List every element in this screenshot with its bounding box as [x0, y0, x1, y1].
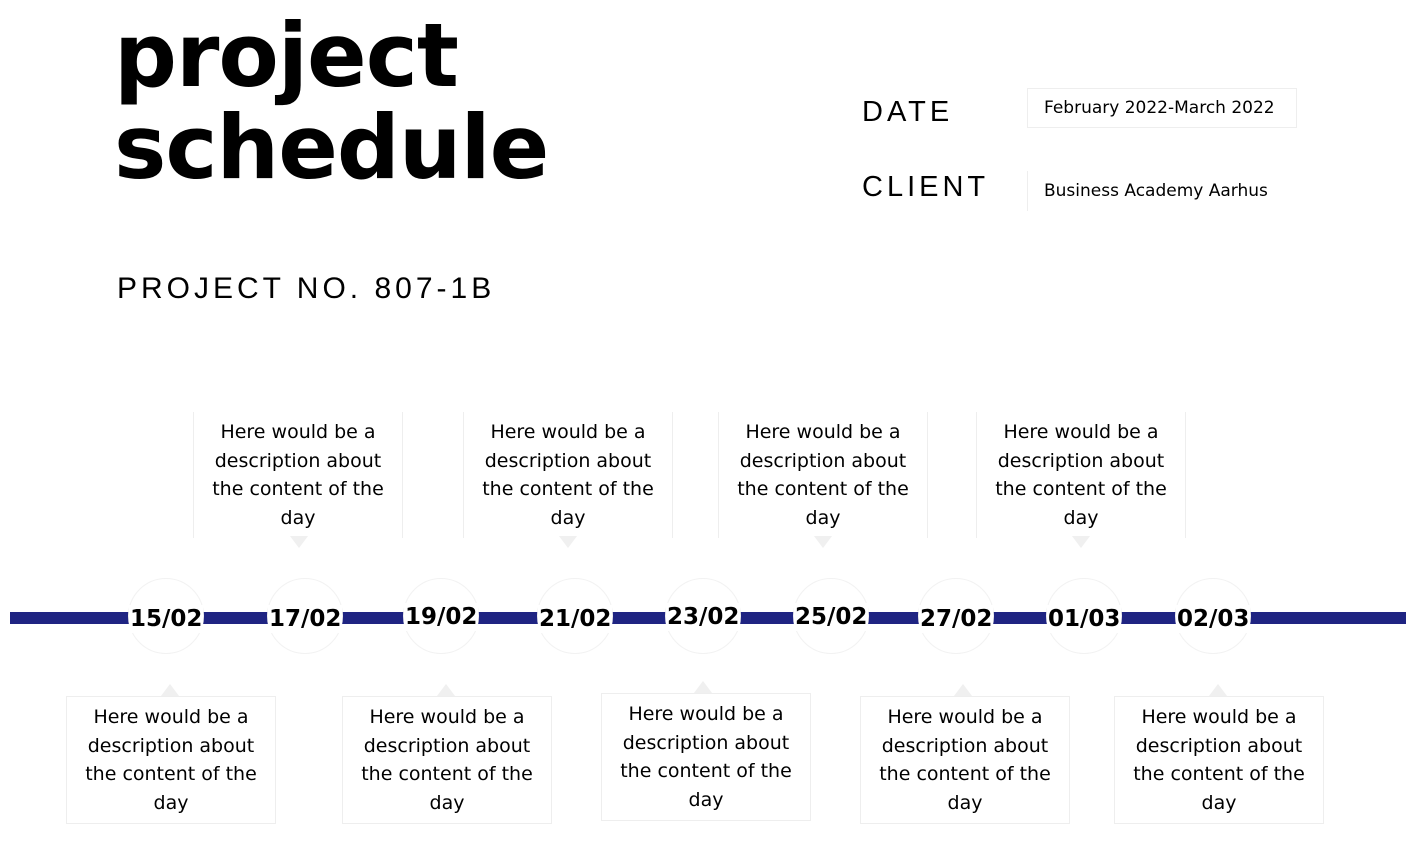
callout-pointer — [694, 681, 712, 693]
callout-pointer — [161, 684, 179, 696]
callout-pointer — [437, 684, 455, 696]
timeline-date: 23/02 — [666, 603, 741, 631]
title-line-2: schedule — [114, 96, 549, 199]
callout-pointer — [290, 536, 308, 548]
page-title: project schedule — [114, 10, 549, 194]
timeline-date: 17/02 — [268, 605, 343, 633]
day-description: Here would be a description about the co… — [1114, 696, 1324, 825]
day-description: Here would be a description about the co… — [66, 696, 276, 825]
day-description: Here would be a description about the co… — [601, 693, 811, 822]
callout-pointer — [1209, 684, 1227, 696]
timeline-date: 15/02 — [129, 605, 204, 633]
callout-pointer — [954, 684, 972, 696]
client-value: Business Academy Aarhus — [1027, 171, 1297, 211]
callout-pointer — [814, 536, 832, 548]
day-description: Here would be a description about the co… — [718, 412, 928, 539]
timeline-date: 19/02 — [404, 603, 479, 631]
timeline-date: 02/03 — [1176, 605, 1251, 633]
title-line-1: project — [114, 4, 459, 107]
project-number: PROJECT NO. 807-1B — [117, 272, 496, 305]
client-label: CLIENT — [862, 171, 990, 203]
callout-pointer — [559, 536, 577, 548]
timeline-date: 21/02 — [538, 605, 613, 633]
day-description: Here would be a description about the co… — [463, 412, 673, 539]
timeline-date: 27/02 — [919, 605, 994, 633]
timeline-date: 01/03 — [1047, 605, 1122, 633]
date-label: DATE — [862, 96, 954, 128]
date-value: February 2022-March 2022 — [1027, 88, 1297, 128]
day-description: Here would be a description about the co… — [342, 696, 552, 825]
day-description: Here would be a description about the co… — [976, 412, 1186, 539]
day-description: Here would be a description about the co… — [193, 412, 403, 539]
timeline-date: 25/02 — [794, 603, 869, 631]
day-description: Here would be a description about the co… — [860, 696, 1070, 825]
callout-pointer — [1072, 536, 1090, 548]
